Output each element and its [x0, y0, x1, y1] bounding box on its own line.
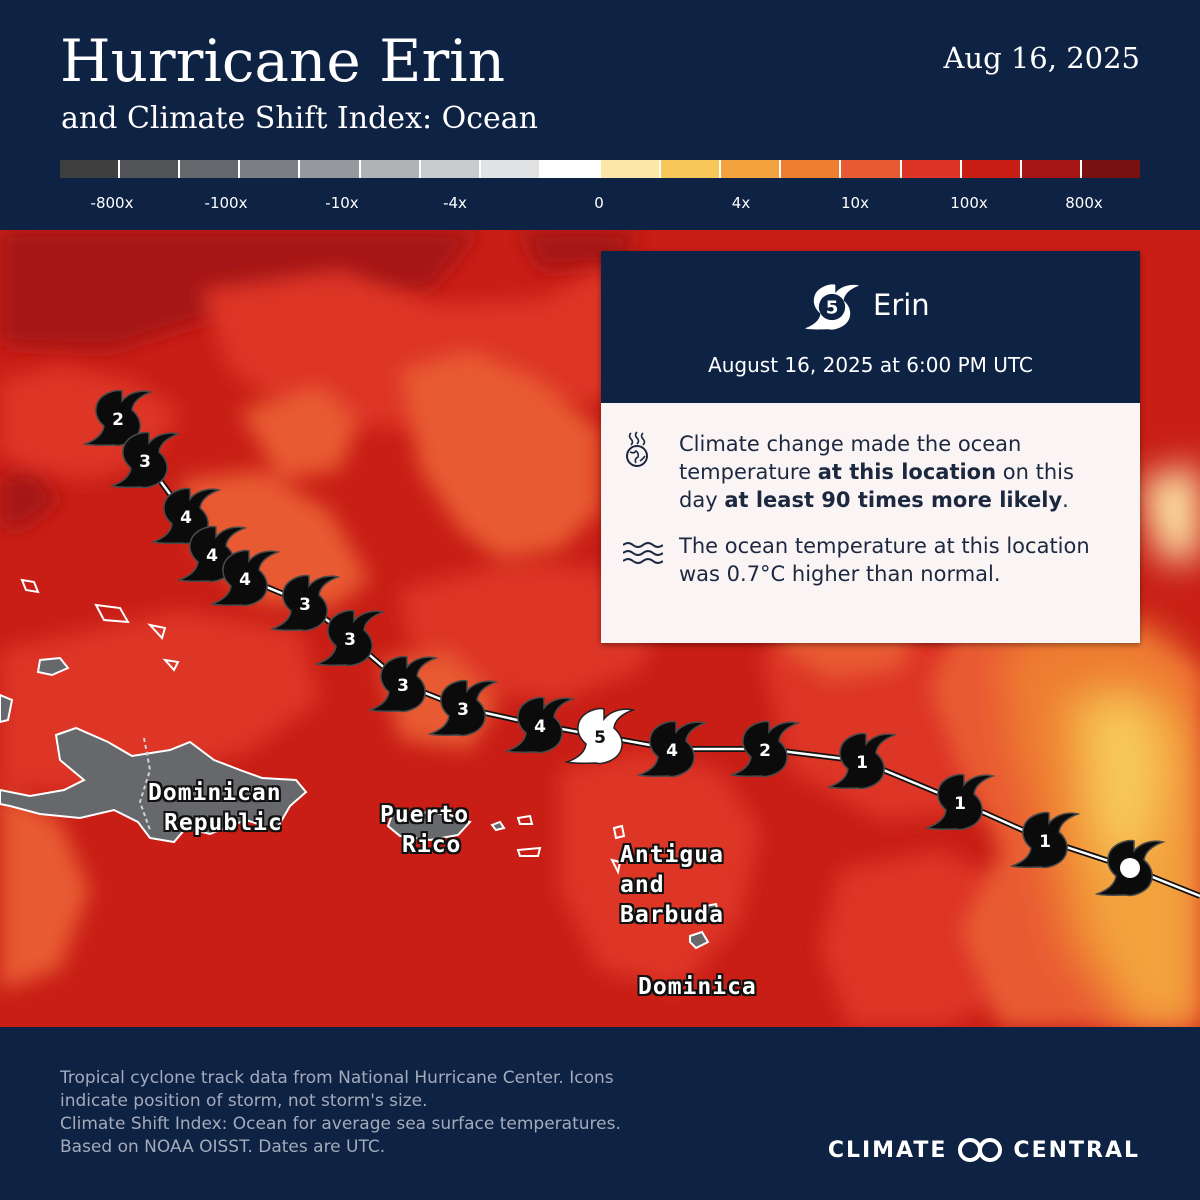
hurricane-icon: 5 [804, 284, 860, 330]
scale-label: 0 [594, 194, 604, 212]
storm-category-label: 5 [594, 728, 606, 748]
storm-category-label: 1 [1039, 832, 1051, 852]
color-scale-swatch [60, 160, 121, 178]
color-scale-swatch [961, 160, 1022, 178]
scale-label: -800x [90, 194, 134, 212]
label-antigua-and-barbuda: Antigua and Barbuda [620, 842, 724, 928]
temperature-anomaly-statement: The ocean temperature at this location w… [679, 534, 1090, 586]
storm-category-label: 3 [457, 700, 469, 720]
storm-category-label: 4 [239, 570, 251, 590]
date-label: Aug 16, 2025 [943, 41, 1140, 75]
climate-central-mark-icon [958, 1138, 1003, 1162]
storm-position-marker[interactable]: 4 [506, 696, 574, 754]
storm-position-marker[interactable] [1096, 839, 1164, 897]
page-title: Hurricane Erin [60, 27, 506, 95]
scale-label: 10x [841, 194, 869, 212]
color-scale-swatch [120, 160, 181, 178]
storm-category-label: 4 [180, 508, 192, 528]
scale-label: -10x [325, 194, 359, 212]
storm-position-marker[interactable]: 1 [1011, 811, 1079, 869]
waves-icon [623, 542, 663, 564]
color-scale-legend [60, 160, 1140, 178]
storm-category-label: 3 [344, 630, 356, 650]
storm-category-label: 1 [856, 753, 868, 773]
footer: Tropical cyclone track data from Nationa… [0, 1027, 1200, 1200]
info-card-body: Climate change made the ocean temperatur… [601, 403, 1140, 643]
storm-position-marker[interactable]: 1 [926, 773, 994, 831]
storm-position-marker[interactable]: 2 [731, 720, 799, 778]
storm-category-label: 3 [299, 595, 311, 615]
storm-position-marker[interactable]: 4 [211, 549, 279, 607]
storm-position-marker[interactable]: 2 [84, 389, 152, 447]
color-scale-swatch [661, 160, 722, 178]
storm-position-marker[interactable]: 3 [369, 655, 437, 713]
info-card-header: 5 Erin August 16, 2025 at 6:00 PM UTC [601, 251, 1140, 403]
storm-position-marker[interactable]: 3 [429, 679, 497, 737]
storm-info-card: 5 Erin August 16, 2025 at 6:00 PM UTC Cl… [601, 251, 1140, 643]
label-dominica: Dominica [638, 974, 757, 1000]
climate-central-logo: CLIMATE CENTRAL [827, 1137, 1140, 1163]
storm-position-marker[interactable]: 5 [566, 707, 634, 765]
islands [0, 578, 720, 950]
color-scale-swatch [1081, 160, 1140, 178]
storm-category-label: 2 [112, 410, 124, 430]
scale-label: 800x [1065, 194, 1103, 212]
storm-category-label: 1 [954, 794, 966, 814]
storm-name: Erin [873, 288, 930, 322]
color-scale-swatch [721, 160, 782, 178]
storm-category-label: 4 [534, 717, 546, 737]
color-scale-swatch [420, 160, 481, 178]
color-scale-swatch [841, 160, 902, 178]
data-credits: Tropical cyclone track data from Nationa… [60, 1068, 621, 1157]
warm-anomaly-regions [0, 270, 1040, 1027]
label-dominican-republic: Dominican Republic [148, 780, 283, 836]
storm-position-marker[interactable]: 4 [152, 487, 220, 545]
warm-globe-icon [626, 431, 648, 467]
storm-position-marker[interactable]: 3 [316, 609, 384, 667]
storm-category-label: 4 [666, 741, 678, 761]
color-scale-swatch [1021, 160, 1082, 178]
page-subtitle: and Climate Shift Index: Ocean [61, 101, 538, 136]
color-scale-swatch [540, 160, 601, 178]
storm-position-marker[interactable]: 3 [111, 431, 179, 489]
storm-category: 5 [826, 298, 839, 319]
storm-category-label: 3 [139, 452, 151, 472]
storm-position-marker[interactable]: 4 [638, 720, 706, 778]
color-scale-swatch [360, 160, 421, 178]
storm-category-label: 2 [759, 741, 771, 761]
color-scale-swatch [240, 160, 301, 178]
color-scale-swatch [600, 160, 662, 178]
color-scale-swatch [480, 160, 541, 178]
storm-position-marker[interactable]: 3 [271, 574, 339, 632]
storm-timestamp: August 16, 2025 at 6:00 PM UTC [708, 353, 1033, 377]
scale-label: -4x [443, 194, 467, 212]
color-scale-swatch [901, 160, 962, 178]
color-scale-swatch [180, 160, 241, 178]
storm-origin-dot [1120, 858, 1140, 878]
storm-category-label: 3 [397, 676, 409, 696]
color-scale-swatch [300, 160, 361, 178]
scale-label: 100x [950, 194, 988, 212]
csi-statement: Climate change made the ocean temperatur… [679, 432, 1074, 512]
scale-label: 4x [731, 194, 751, 212]
label-puerto-rico: Puerto Rico [380, 802, 470, 858]
color-scale-labels: -800x -100x -10x -4x 0 4x 10x 100x 800x [60, 194, 1140, 214]
storm-position-marker[interactable]: 4 [178, 525, 246, 583]
header: Hurricane Erin and Climate Shift Index: … [0, 0, 1200, 230]
color-scale-swatch [781, 160, 842, 178]
scale-label: -100x [204, 194, 248, 212]
storm-position-marker[interactable]: 1 [828, 732, 896, 790]
storm-category-label: 4 [206, 546, 218, 566]
